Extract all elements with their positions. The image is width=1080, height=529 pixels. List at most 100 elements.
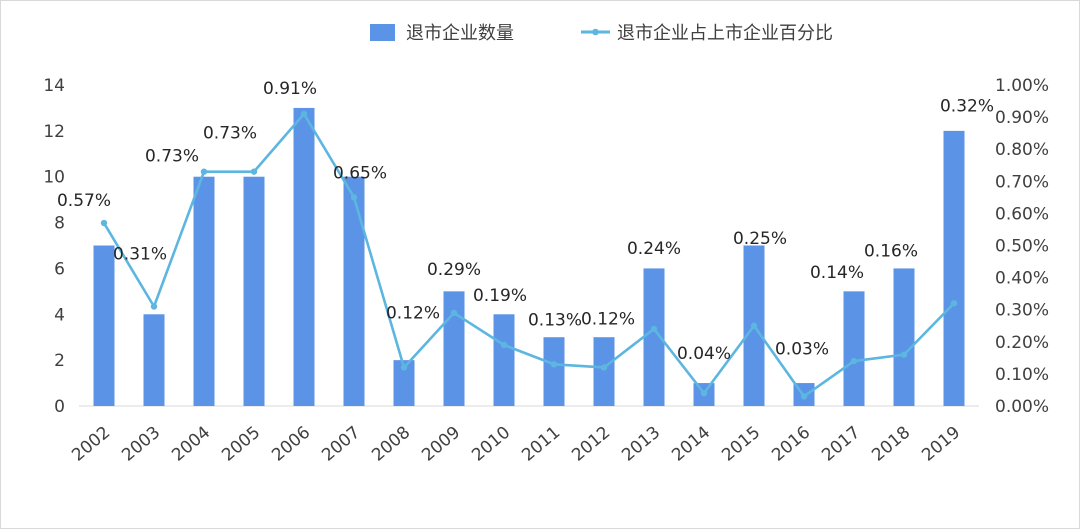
left-y-tick-label: 6	[54, 259, 65, 279]
line-point	[750, 322, 758, 329]
line-point	[550, 361, 558, 368]
legend-bar-swatch	[370, 24, 395, 41]
bar	[593, 337, 615, 406]
x-tick-label: 2011	[518, 423, 564, 466]
right-y-tick-label: 0.90%	[995, 108, 1049, 128]
left-y-tick-label: 12	[43, 122, 65, 142]
left-y-tick-label: 2	[54, 351, 65, 371]
x-tick-label: 2014	[668, 423, 714, 466]
bar	[493, 314, 515, 406]
bar	[843, 291, 865, 406]
right-y-tick-label: 0.10%	[995, 365, 1049, 385]
x-tick-label: 2008	[368, 423, 414, 466]
line-point	[950, 300, 958, 307]
x-tick-label: 2003	[118, 423, 164, 466]
x-tick-label: 2009	[418, 423, 464, 466]
line-data-label: 0.12%	[581, 309, 635, 329]
percentage-line	[102, 112, 956, 398]
right-y-tick-label: 0.50%	[995, 237, 1049, 257]
bar	[193, 176, 215, 406]
bar-series	[93, 107, 965, 406]
right-y-tick-label: 0.60%	[995, 204, 1049, 224]
line-data-label: 0.73%	[203, 124, 257, 144]
line-data-label: 0.16%	[864, 242, 918, 262]
left-y-tick-label: 4	[54, 305, 65, 325]
bar	[543, 337, 565, 406]
bar	[143, 314, 165, 406]
line-point	[400, 364, 408, 371]
line-point	[450, 309, 458, 317]
line-point	[600, 364, 608, 371]
bar	[293, 107, 315, 406]
x-tick-label: 2007	[318, 423, 364, 466]
legend: 退市企业数量 退市企业占上市企业百分比	[370, 23, 833, 44]
left-y-tick-label: 8	[54, 214, 65, 234]
line-data-label: 0.25%	[733, 229, 787, 249]
x-tick-label: 2017	[818, 423, 864, 466]
left-y-tick-label: 10	[43, 168, 65, 188]
left-y-tick-label: 14	[43, 76, 65, 96]
line-point	[900, 351, 908, 358]
x-tick-label: 2002	[68, 423, 114, 466]
bar	[93, 245, 115, 406]
line-point	[700, 389, 708, 397]
line-data-label: 0.32%	[940, 96, 994, 116]
bar	[943, 130, 965, 406]
line-point	[850, 357, 858, 365]
line-point	[300, 110, 308, 118]
x-tick-labels: 2002 2003 2004 2005 2006 2007 2008 2009 2010 2011…	[68, 423, 964, 466]
x-tick-label: 2012	[568, 423, 614, 466]
line-point	[650, 325, 658, 333]
x-tick-label: 2004	[168, 423, 214, 466]
line-data-label: 0.14%	[810, 263, 864, 283]
line-data-label: 0.57%	[57, 191, 111, 211]
bar	[443, 291, 465, 406]
left-y-axis: 0 2 4 6 8 10 12 14	[43, 76, 65, 417]
line-data-label: 0.12%	[386, 303, 440, 323]
x-tick-label: 2018	[868, 423, 914, 466]
right-y-tick-label: 0.30%	[995, 301, 1049, 321]
line-data-label: 0.65%	[333, 163, 387, 183]
right-y-axis: 0.00% 0.10% 0.20% 0.30% 0.40% 0.50% 0.60% 0.70%…	[995, 76, 1049, 417]
bar	[643, 268, 665, 406]
x-tick-label: 2015	[718, 423, 764, 466]
bar	[393, 360, 415, 406]
line-point	[350, 194, 358, 201]
right-y-tick-label: 0.70%	[995, 172, 1049, 192]
line-point	[150, 303, 158, 310]
line-data-label: 0.73%	[145, 147, 199, 167]
line-data-label: 0.04%	[677, 344, 731, 364]
line-series	[100, 110, 958, 400]
x-tick-label: 2013	[618, 423, 664, 466]
line-point	[200, 168, 208, 175]
x-tick-label: 2010	[468, 423, 514, 466]
right-y-tick-label: 0.20%	[995, 333, 1049, 353]
left-y-tick-label: 0	[54, 397, 65, 417]
line-data-label: 0.29%	[427, 260, 481, 280]
x-tick-label: 2006	[268, 423, 314, 466]
bar	[343, 176, 365, 406]
line-data-label: 0.19%	[473, 286, 527, 306]
bar	[893, 268, 915, 406]
line-data-label: 0.24%	[627, 239, 681, 259]
bar	[243, 176, 265, 406]
x-tick-label: 2005	[218, 423, 264, 466]
line-data-label: 0.31%	[113, 244, 167, 264]
line-point	[800, 393, 808, 400]
line-point	[250, 168, 258, 175]
right-y-tick-label: 0.40%	[995, 269, 1049, 289]
line-point	[100, 219, 108, 227]
right-y-tick-label: 0.80%	[995, 140, 1049, 160]
legend-line-label: 退市企业占上市企业百分比	[617, 23, 833, 44]
right-y-tick-label: 0.00%	[995, 397, 1049, 417]
legend-bar-label: 退市企业数量	[406, 23, 514, 44]
line-data-label: 0.03%	[775, 339, 829, 359]
x-tick-label: 2019	[918, 423, 964, 466]
right-y-tick-label: 1.00%	[995, 76, 1049, 96]
line-data-labels: 0.57% 0.31% 0.73%0.73% 0.91% 0.65% 0.12% 0.29%…	[57, 79, 994, 364]
line-data-label: 0.91%	[263, 79, 317, 99]
legend-line-marker	[592, 28, 599, 36]
x-tick-label: 2016	[768, 423, 814, 466]
